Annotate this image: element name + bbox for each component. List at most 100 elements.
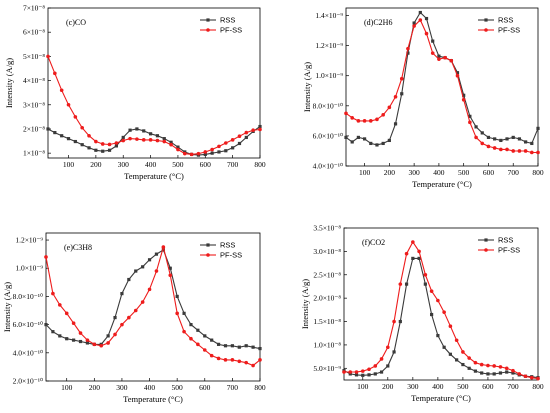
data-point bbox=[480, 371, 484, 375]
data-point bbox=[367, 367, 371, 372]
data-point bbox=[411, 256, 415, 260]
data-point bbox=[448, 324, 453, 329]
data-point bbox=[202, 348, 207, 352]
y-tick-label: 3×10⁻⁸ bbox=[23, 100, 45, 109]
data-point bbox=[168, 266, 172, 270]
x-tick-label: 300 bbox=[409, 168, 421, 177]
data-point bbox=[175, 294, 179, 299]
data-point bbox=[107, 148, 112, 152]
data-point bbox=[474, 125, 478, 129]
data-point bbox=[251, 345, 255, 349]
data-point bbox=[148, 138, 153, 142]
x-tick-label: 600 bbox=[200, 160, 212, 169]
y-tick-label: 1.2×10⁻⁹ bbox=[15, 236, 43, 245]
data-point bbox=[141, 265, 145, 269]
data-point bbox=[176, 147, 180, 152]
x-tick-label: 200 bbox=[384, 168, 396, 177]
x-axis-label: Temperature (°C) bbox=[124, 171, 184, 181]
data-point bbox=[258, 124, 262, 129]
data-point bbox=[168, 273, 173, 278]
series-line-pf-ss bbox=[345, 19, 538, 154]
data-point bbox=[78, 339, 83, 344]
x-tick-label: 200 bbox=[382, 382, 394, 391]
legend-label: PF-SS bbox=[498, 246, 520, 255]
y-tick-label: 7×10⁻⁸ bbox=[23, 4, 45, 13]
data-point bbox=[511, 135, 515, 140]
data-point bbox=[258, 358, 262, 362]
y-tick-label: 6.0×10⁻¹⁰ bbox=[13, 320, 43, 329]
data-point bbox=[244, 360, 248, 365]
data-point bbox=[175, 311, 179, 316]
legend-label: PF-SS bbox=[498, 26, 520, 35]
data-point bbox=[244, 130, 249, 135]
data-point bbox=[78, 331, 83, 335]
data-point bbox=[203, 152, 207, 156]
data-point bbox=[480, 141, 485, 146]
panel-title: (e)C3H8 bbox=[64, 243, 92, 252]
data-point bbox=[424, 31, 429, 36]
data-point bbox=[486, 372, 490, 376]
data-point bbox=[461, 362, 465, 367]
series-line-pf-ss bbox=[344, 240, 539, 380]
data-point bbox=[155, 138, 160, 143]
legend-marker bbox=[206, 28, 210, 32]
panel-title: (f)CO2 bbox=[362, 238, 385, 247]
data-point bbox=[369, 141, 373, 146]
data-point bbox=[51, 330, 55, 334]
data-point bbox=[65, 337, 69, 341]
x-tick-label: 400 bbox=[145, 160, 157, 169]
x-tick-label: 700 bbox=[507, 382, 519, 391]
data-point bbox=[148, 132, 153, 136]
x-tick-label: 800 bbox=[254, 160, 266, 169]
legend-label: PF-SS bbox=[220, 26, 242, 35]
data-point bbox=[492, 364, 496, 368]
data-point bbox=[455, 71, 460, 75]
data-point bbox=[230, 138, 235, 142]
data-point bbox=[499, 147, 503, 152]
data-point bbox=[443, 55, 447, 60]
data-point bbox=[387, 138, 391, 143]
data-point bbox=[474, 135, 478, 140]
y-tick-label: 2.0×10⁻¹⁰ bbox=[13, 377, 43, 386]
data-point bbox=[344, 135, 348, 140]
x-tick-label: 300 bbox=[118, 160, 130, 169]
data-point bbox=[418, 10, 422, 15]
data-point bbox=[479, 362, 484, 367]
data-point bbox=[344, 111, 348, 116]
data-point bbox=[530, 141, 534, 146]
data-point bbox=[517, 137, 522, 141]
data-point bbox=[442, 310, 446, 314]
data-point bbox=[412, 21, 416, 25]
data-point bbox=[406, 51, 410, 55]
data-point bbox=[210, 151, 214, 155]
data-point bbox=[356, 119, 361, 123]
data-point bbox=[437, 57, 441, 61]
data-point bbox=[182, 329, 186, 334]
data-point bbox=[85, 338, 90, 342]
data-point bbox=[360, 369, 365, 373]
data-point bbox=[182, 311, 186, 315]
data-point bbox=[162, 139, 167, 144]
data-point bbox=[430, 312, 434, 317]
data-point bbox=[362, 137, 367, 141]
data-point bbox=[231, 146, 235, 150]
data-point bbox=[492, 146, 497, 150]
data-point bbox=[375, 117, 379, 122]
x-tick-label: 700 bbox=[227, 160, 239, 169]
plot-frame bbox=[47, 7, 261, 159]
y-tick-label: 2×10⁻⁸ bbox=[23, 124, 45, 133]
series-line-pf-ss bbox=[45, 244, 261, 367]
x-axis-label: Temperature (°C) bbox=[412, 179, 472, 189]
legend-marker bbox=[484, 248, 488, 252]
data-point bbox=[154, 269, 159, 273]
x-tick-label: 800 bbox=[532, 382, 544, 391]
y-tick-label: 1.0×10⁻⁸ bbox=[313, 340, 341, 349]
data-point bbox=[135, 137, 139, 141]
y-tick-label: 5×10⁻⁸ bbox=[23, 52, 45, 61]
data-point bbox=[348, 372, 352, 376]
legend-label: PF-SS bbox=[220, 251, 242, 260]
chart-panel-2: 100 200 300 400 500 600 700 800 4.0×10⁻¹⁰ 6.0×10⁻… bbox=[302, 7, 544, 189]
data-point bbox=[189, 323, 193, 327]
data-point bbox=[375, 143, 379, 147]
